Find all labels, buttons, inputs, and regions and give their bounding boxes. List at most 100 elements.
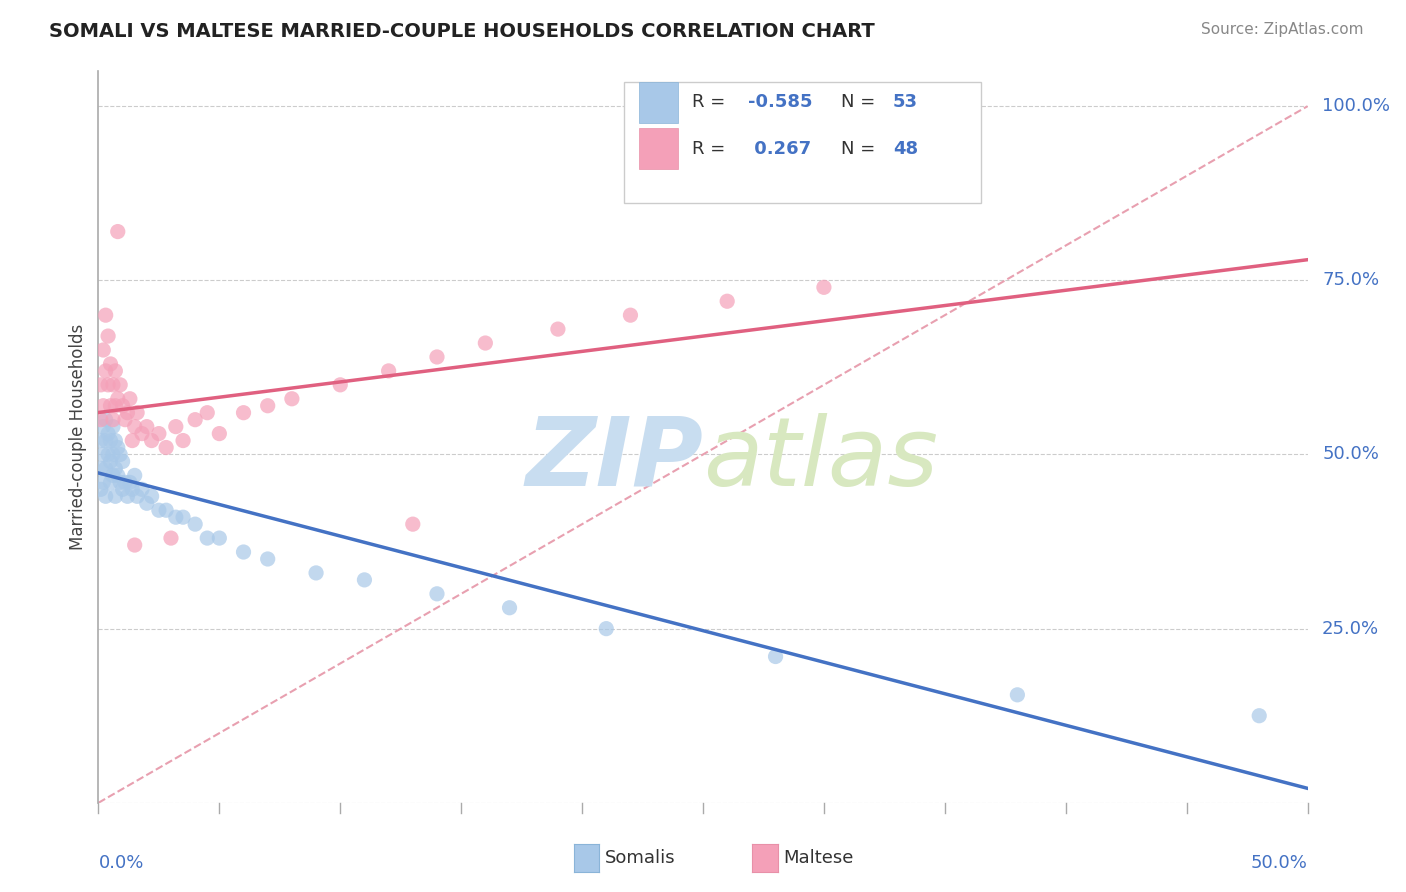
Point: [353, 573, 375, 587]
Point: [90, 377, 112, 392]
Point: [90, 412, 112, 426]
Point: [281, 392, 304, 406]
Point: [165, 419, 187, 434]
Text: 0.267: 0.267: [748, 139, 811, 158]
Point: [474, 336, 496, 351]
Point: [97, 426, 120, 441]
Bar: [638, 128, 678, 169]
Point: [208, 531, 231, 545]
Text: SOMALI VS MALTESE MARRIED-COUPLE HOUSEHOLDS CORRELATION CHART: SOMALI VS MALTESE MARRIED-COUPLE HOUSEHO…: [49, 22, 875, 41]
Point: [172, 434, 194, 448]
Point: [595, 622, 617, 636]
Point: [426, 587, 449, 601]
Point: [94, 434, 117, 448]
Point: [104, 461, 127, 475]
Point: [114, 412, 136, 426]
Point: [716, 294, 738, 309]
Point: [104, 399, 127, 413]
Point: [121, 483, 143, 497]
Point: [208, 426, 231, 441]
Text: 50.0%: 50.0%: [1251, 854, 1308, 872]
Point: [118, 475, 141, 490]
Point: [124, 468, 146, 483]
Point: [101, 419, 124, 434]
Point: [97, 329, 120, 343]
Point: [124, 538, 146, 552]
Text: N =: N =: [841, 94, 880, 112]
Text: ZIP: ZIP: [524, 412, 703, 506]
Point: [184, 517, 207, 532]
Text: 50.0%: 50.0%: [1322, 445, 1379, 464]
Point: [498, 600, 520, 615]
Point: [402, 517, 425, 532]
Point: [91, 343, 114, 357]
Point: [131, 483, 153, 497]
Point: [107, 441, 129, 455]
Point: [118, 392, 141, 406]
Point: [94, 308, 117, 322]
Text: 75.0%: 75.0%: [1322, 271, 1379, 289]
Point: [107, 225, 129, 239]
Point: [100, 434, 122, 448]
Text: Source: ZipAtlas.com: Source: ZipAtlas.com: [1201, 22, 1364, 37]
Point: [104, 364, 127, 378]
Point: [90, 483, 112, 497]
Text: 48: 48: [893, 139, 918, 158]
Text: Maltese: Maltese: [783, 849, 853, 867]
Point: [148, 503, 170, 517]
Point: [141, 489, 163, 503]
Point: [155, 503, 177, 517]
Point: [104, 434, 127, 448]
Point: [195, 531, 218, 545]
Point: [117, 406, 139, 420]
Point: [107, 392, 129, 406]
Point: [104, 489, 127, 503]
Point: [329, 377, 352, 392]
Point: [101, 377, 124, 392]
Point: [91, 399, 114, 413]
Point: [111, 399, 134, 413]
Text: 25.0%: 25.0%: [1322, 620, 1379, 638]
Point: [114, 475, 136, 490]
Text: N =: N =: [841, 139, 880, 158]
Point: [91, 448, 114, 462]
Point: [100, 399, 122, 413]
Text: atlas: atlas: [703, 412, 938, 506]
Point: [94, 489, 117, 503]
Text: 100.0%: 100.0%: [1322, 97, 1391, 115]
Point: [256, 399, 278, 413]
Point: [377, 364, 399, 378]
Point: [547, 322, 569, 336]
Text: R =: R =: [692, 139, 731, 158]
Point: [91, 419, 114, 434]
Text: -0.585: -0.585: [748, 94, 813, 112]
Point: [305, 566, 328, 580]
Point: [172, 510, 194, 524]
Point: [232, 406, 254, 420]
Point: [101, 468, 124, 483]
Point: [91, 475, 114, 490]
Point: [135, 496, 157, 510]
Point: [121, 434, 143, 448]
Point: [94, 412, 117, 426]
Point: [813, 280, 835, 294]
Point: [426, 350, 449, 364]
Bar: [638, 82, 678, 122]
Point: [90, 434, 112, 448]
Point: [107, 468, 129, 483]
Point: [131, 426, 153, 441]
Point: [232, 545, 254, 559]
Point: [1007, 688, 1029, 702]
Point: [135, 419, 157, 434]
Point: [111, 454, 134, 468]
Point: [100, 454, 122, 468]
Point: [155, 441, 177, 455]
Point: [127, 406, 149, 420]
Point: [127, 489, 149, 503]
Point: [100, 475, 122, 490]
Point: [94, 364, 117, 378]
Point: [148, 426, 170, 441]
Point: [97, 377, 120, 392]
Point: [256, 552, 278, 566]
Point: [108, 475, 131, 490]
